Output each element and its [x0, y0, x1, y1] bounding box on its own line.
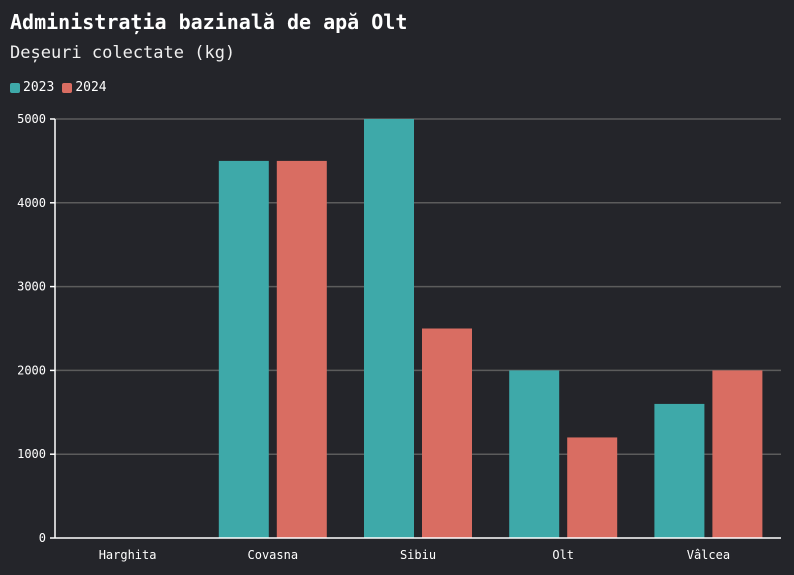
- y-tick-label-1000: 1000: [17, 447, 46, 461]
- x-tick-label-sibiu: Sibiu: [400, 548, 436, 562]
- bar-2023-covasna: [218, 160, 269, 538]
- legend-item-2023[interactable]: 2023: [10, 80, 54, 95]
- x-tick-label-harghita: Harghita: [99, 548, 157, 562]
- legend-swatch-2024: [62, 82, 73, 93]
- x-tick-label-covasna: Covasna: [248, 548, 299, 562]
- y-tick-label-4000: 4000: [17, 196, 46, 210]
- legend-label-2023: 2023: [23, 80, 55, 95]
- legend-label-2024: 2024: [75, 80, 107, 95]
- legend-item-2024[interactable]: 2024: [62, 80, 107, 95]
- bar-2023-olt: [509, 370, 560, 538]
- bar-2024-olt: [567, 437, 618, 538]
- bar-2023-sibiu: [364, 119, 414, 538]
- bar-2024-vâlcea: [712, 370, 763, 538]
- bar-2024-sibiu: [422, 328, 472, 538]
- chart-subtitle: Deșeuri colectate (kg): [10, 43, 236, 63]
- x-tick-label-olt: Olt: [552, 548, 574, 562]
- y-tick-label-0: 0: [39, 531, 46, 545]
- y-tick-label-5000: 5000: [17, 112, 46, 126]
- bar-2023-vâlcea: [654, 403, 705, 538]
- legend-swatch-2023: [10, 82, 20, 93]
- x-tick-label-vâlcea: Vâlcea: [687, 548, 730, 562]
- y-tick-label-3000: 3000: [17, 280, 46, 294]
- legend: 2023 2024: [10, 80, 107, 95]
- bar-2024-covasna: [276, 160, 327, 538]
- chart-title: Administrația bazinală de apă Olt: [10, 10, 408, 34]
- y-tick-label-2000: 2000: [17, 363, 46, 377]
